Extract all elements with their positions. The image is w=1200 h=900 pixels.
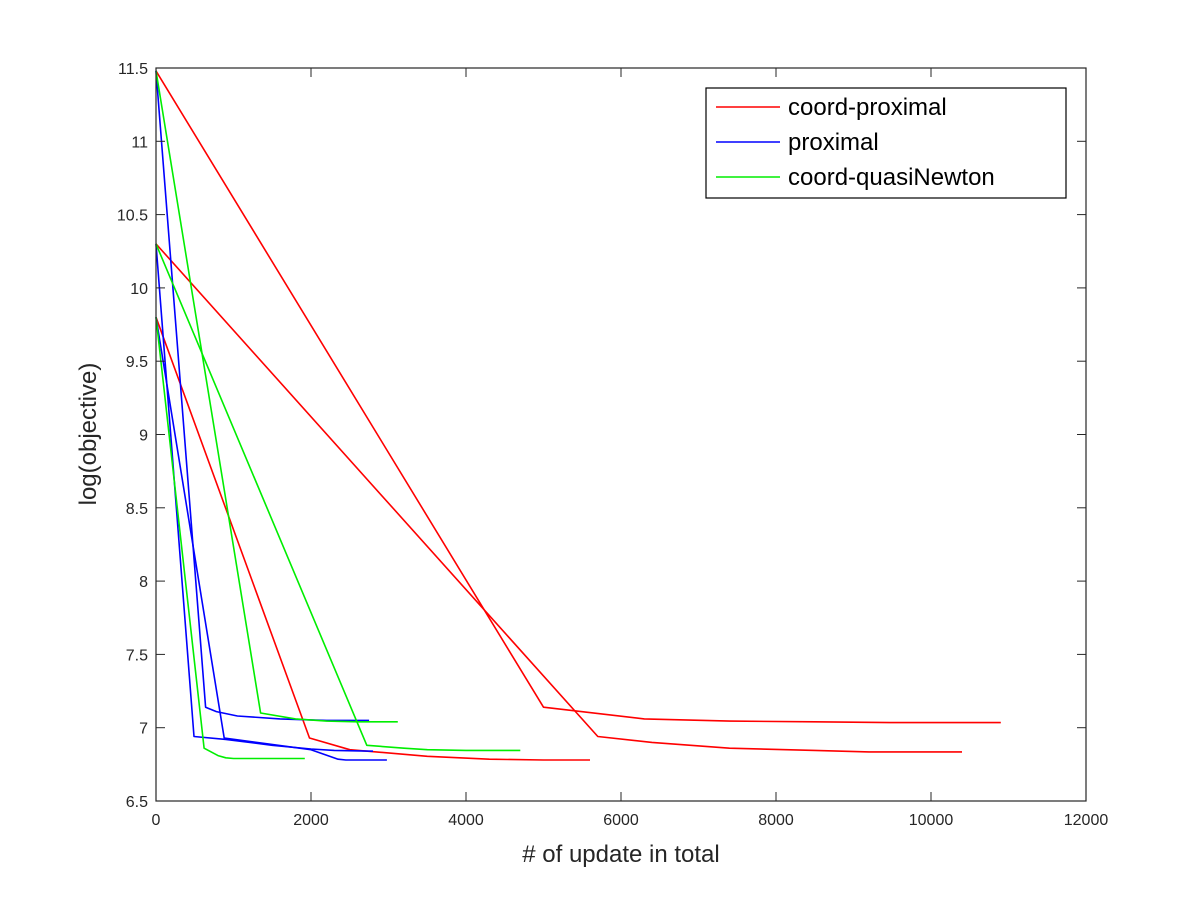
series-line-8 [155, 243, 521, 752]
y-tick-label: 11.5 [118, 61, 148, 78]
y-tick-label: 7 [139, 721, 148, 738]
legend-items: coord-proximal proximal coord-quasiNewton [716, 94, 995, 191]
series-line-3 [155, 316, 590, 761]
x-tick-label: 8000 [758, 812, 794, 829]
x-tick-label: 6000 [603, 812, 639, 829]
y-tick-label: 9.5 [126, 354, 148, 371]
x-tick-label: 10000 [909, 812, 954, 829]
series-line-6 [155, 317, 387, 761]
y-tick-label: 11 [131, 134, 148, 151]
legend-label: proximal [788, 129, 879, 156]
y-tick-label: 10 [130, 281, 148, 298]
y-tick-label: 8 [139, 574, 148, 591]
y-axis-ticks: 6.5 7 7.5 8 8.5 9 9.5 10 10.5 11 11.5 [117, 61, 1086, 811]
x-axis-title: # of update in total [522, 841, 719, 868]
x-tick-label: 2000 [293, 812, 329, 829]
series-line-9 [155, 317, 305, 760]
y-tick-label: 10.5 [117, 208, 148, 225]
series-line-1 [155, 70, 1001, 724]
y-tick-label: 9 [139, 428, 148, 445]
series-line-5 [155, 243, 374, 752]
y-tick-label: 6.5 [126, 794, 148, 811]
series-line-2 [155, 243, 962, 753]
x-tick-label: 4000 [448, 812, 484, 829]
x-tick-label: 12000 [1064, 812, 1109, 829]
legend: coord-proximal proximal coord-quasiNewton [705, 87, 1067, 199]
y-tick-label: 8.5 [126, 501, 148, 518]
legend-label: coord-quasiNewton [788, 164, 995, 191]
y-axis-title: log(objective) [75, 363, 102, 506]
x-axis-ticks: 0 2000 4000 6000 8000 10000 12000 [152, 68, 1109, 829]
legend-label: coord-proximal [788, 94, 947, 121]
x-tick-label: 0 [152, 812, 161, 829]
series-line-7 [155, 70, 398, 723]
y-tick-label: 7.5 [126, 647, 148, 664]
series-layer [155, 70, 1001, 761]
